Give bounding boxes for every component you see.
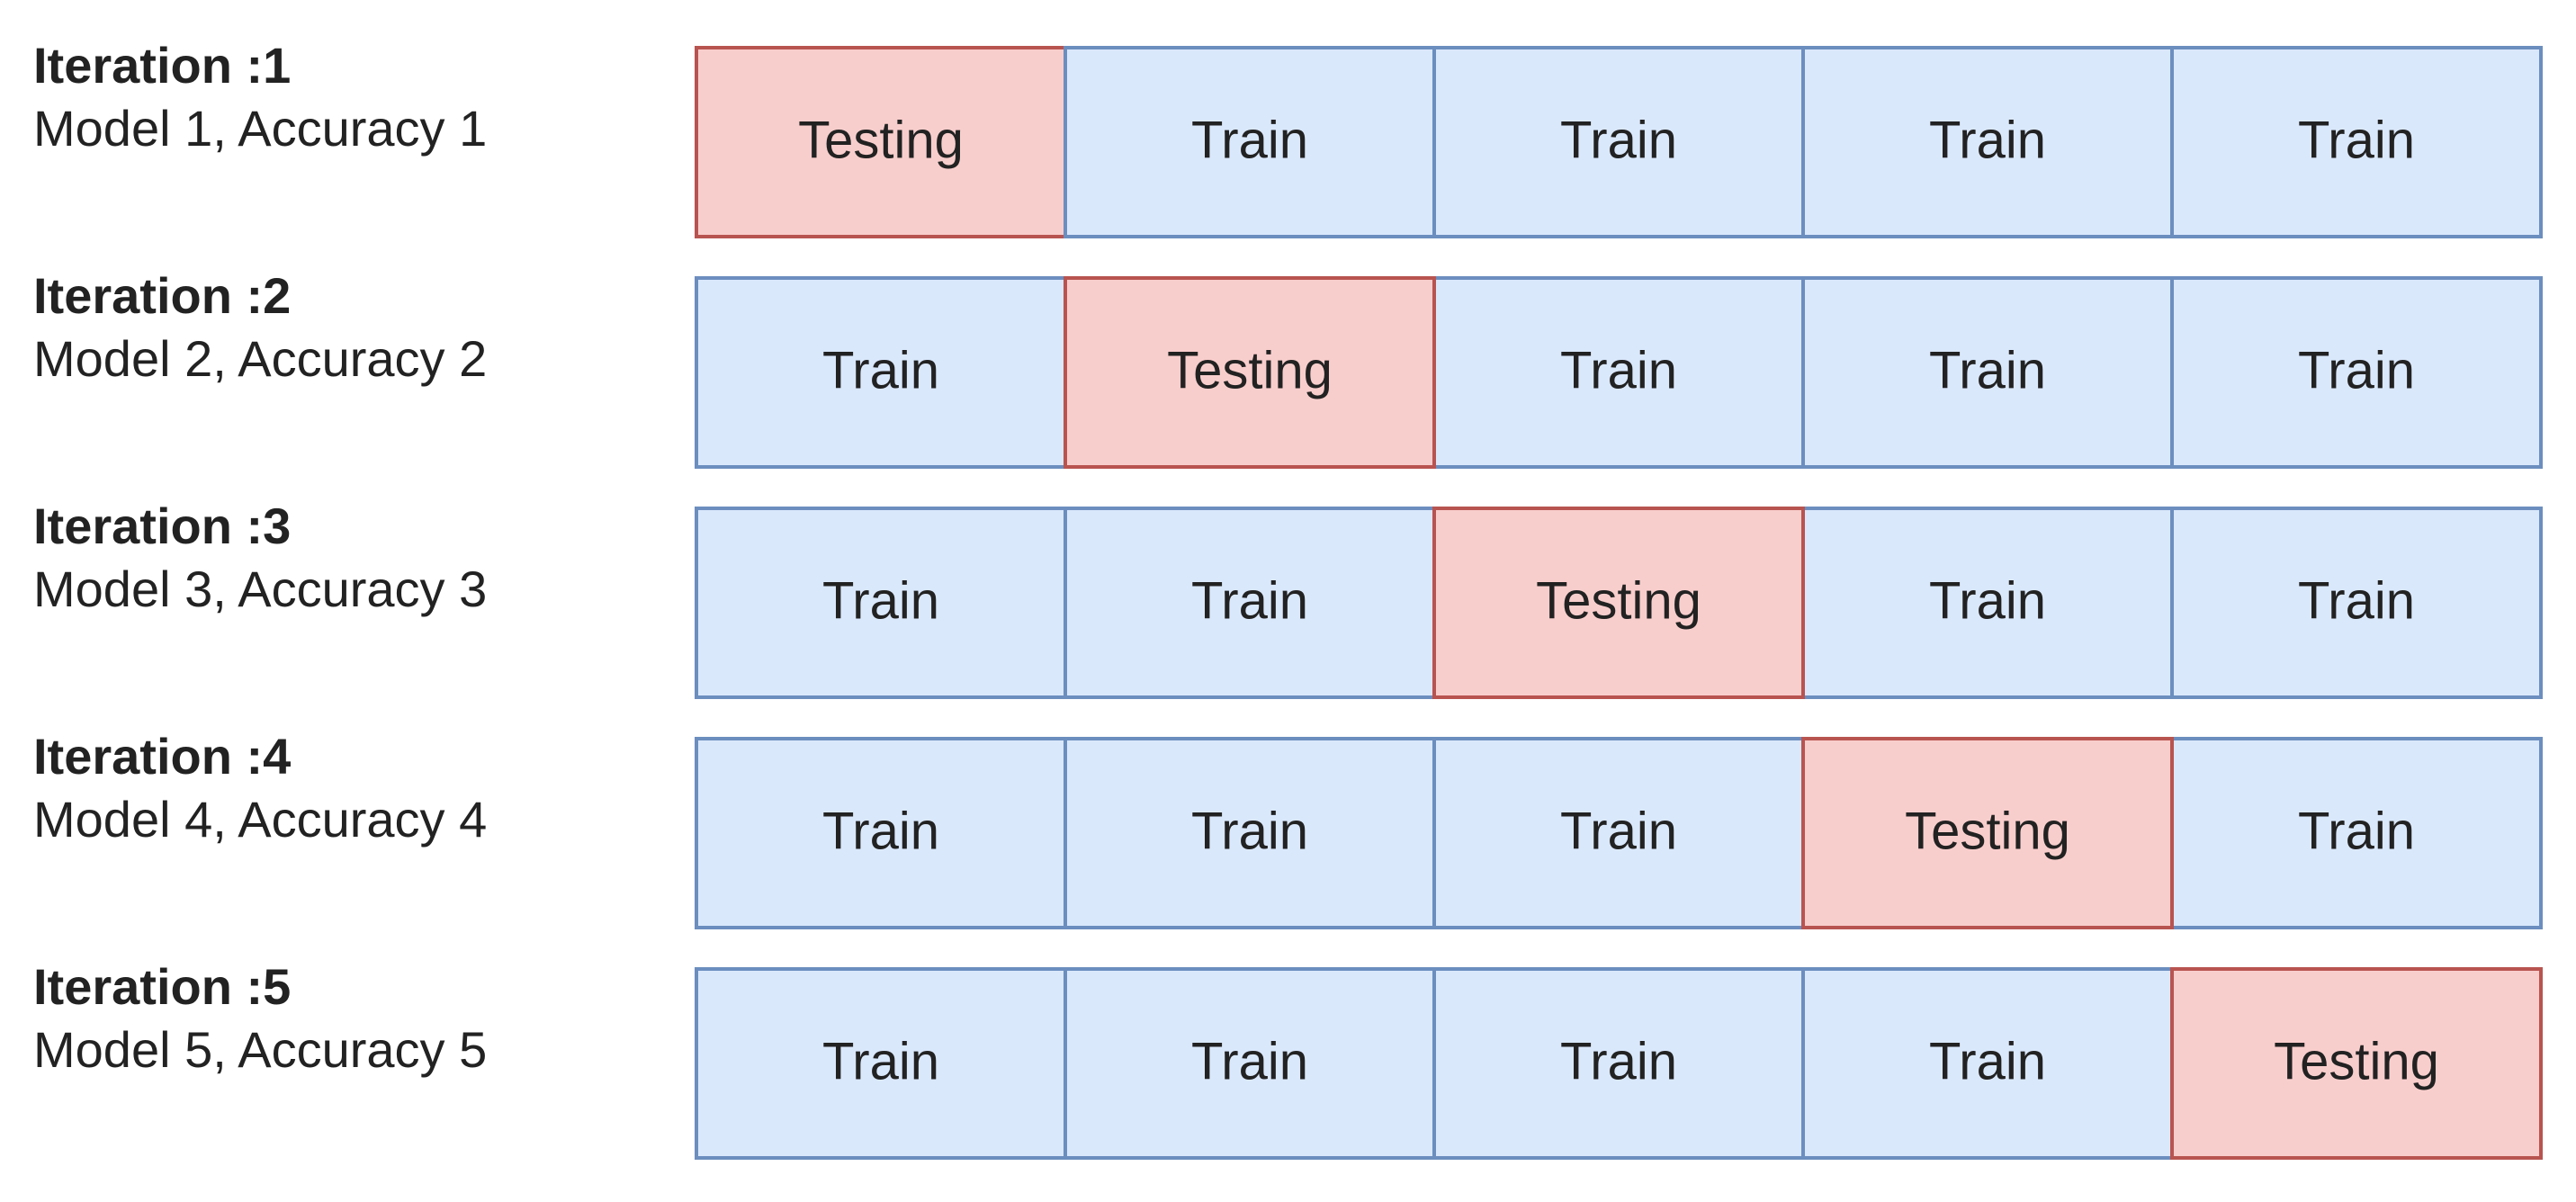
fold-box xyxy=(1432,46,1805,238)
fold-label: Train xyxy=(2298,571,2415,630)
fold-box xyxy=(695,967,1067,1160)
fold-cell: Train xyxy=(1432,46,1805,238)
fold-box xyxy=(1801,46,2174,238)
fold-label: Train xyxy=(822,341,939,399)
fold-box xyxy=(1801,276,2174,469)
fold-cell: Train xyxy=(2170,507,2543,699)
fold-label: Train xyxy=(2298,341,2415,399)
fold-box xyxy=(1432,276,1805,469)
fold-label: Testing xyxy=(798,111,964,169)
fold-box xyxy=(1064,737,1436,929)
fold-label: Train xyxy=(2298,111,2415,169)
fold-label: Train xyxy=(1191,111,1308,169)
fold-cell: Train xyxy=(1064,737,1436,929)
fold-box xyxy=(1432,737,1805,929)
fold-cell: Train xyxy=(2170,737,2543,929)
fold-box xyxy=(695,276,1067,469)
fold-box xyxy=(1064,276,1436,469)
fold-label: Train xyxy=(2298,802,2415,860)
fold-box xyxy=(2170,276,2543,469)
fold-box xyxy=(695,737,1067,929)
fold-label: Train xyxy=(1191,571,1308,630)
iteration-row: Iteration :4 Model 4, Accuracy 4 Train Trai… xyxy=(33,728,2543,929)
fold-label: Testing xyxy=(1167,341,1333,399)
fold-cell: Train xyxy=(695,507,1067,699)
fold-box xyxy=(1064,507,1436,699)
fold-label: Train xyxy=(1929,571,2046,630)
fold-box xyxy=(2170,967,2543,1160)
iteration-subtitle: Model 1, Accuracy 1 xyxy=(33,100,487,157)
fold-label: Train xyxy=(1191,802,1308,860)
fold-box xyxy=(1064,967,1436,1160)
fold-label: Train xyxy=(822,1032,939,1090)
fold-cell: Train xyxy=(695,967,1067,1160)
iteration-subtitle: Model 5, Accuracy 5 xyxy=(33,1021,487,1078)
fold-cell: Testing xyxy=(2170,967,2543,1160)
fold-cell: Train xyxy=(1064,507,1436,699)
iteration-subtitle: Model 2, Accuracy 2 xyxy=(33,330,487,387)
fold-label: Train xyxy=(1560,341,1677,399)
iteration-row: Iteration :1 Model 1, Accuracy 1 Testing Tr… xyxy=(33,37,2543,238)
fold-cell: Testing xyxy=(1432,507,1805,699)
fold-label: Testing xyxy=(1905,802,2070,860)
iteration-title: Iteration :4 xyxy=(33,728,291,785)
fold-label: Testing xyxy=(1536,571,1701,630)
fold-label: Train xyxy=(1929,1032,2046,1090)
fold-cell: Train xyxy=(1432,276,1805,469)
fold-label: Train xyxy=(1929,111,2046,169)
fold-box xyxy=(1801,507,2174,699)
iteration-title: Iteration :3 xyxy=(33,498,291,554)
fold-box xyxy=(695,46,1067,238)
fold-label: Train xyxy=(1560,111,1677,169)
iteration-title: Iteration :5 xyxy=(33,958,291,1015)
iteration-title: Iteration :1 xyxy=(33,37,291,94)
fold-cell: Train xyxy=(1801,967,2174,1160)
fold-label: Train xyxy=(822,802,939,860)
fold-cell: Train xyxy=(1064,46,1436,238)
fold-cell: Train xyxy=(1801,507,2174,699)
iteration-row: Iteration :5 Model 5, Accuracy 5 Train Trai… xyxy=(33,958,2543,1160)
fold-label: Train xyxy=(1929,341,2046,399)
fold-cell: Train xyxy=(1432,737,1805,929)
fold-box xyxy=(1432,507,1805,699)
iteration-row: Iteration :2 Model 2, Accuracy 2 Train Trai… xyxy=(33,267,2543,469)
fold-box xyxy=(1432,967,1805,1160)
fold-label: Train xyxy=(1560,1032,1677,1090)
fold-box xyxy=(2170,46,2543,238)
fold-cell: Train xyxy=(2170,46,2543,238)
iteration-title: Iteration :2 xyxy=(33,267,291,324)
fold-box xyxy=(1064,46,1436,238)
fold-box xyxy=(2170,737,2543,929)
fold-cell: Train xyxy=(2170,276,2543,469)
iteration-subtitle: Model 3, Accuracy 3 xyxy=(33,561,487,617)
fold-cell: Train xyxy=(695,276,1067,469)
fold-cell: Testing xyxy=(1801,737,2174,929)
fold-label: Train xyxy=(1191,1032,1308,1090)
iteration-row: Iteration :3 Model 3, Accuracy 3 Train Trai… xyxy=(33,498,2543,699)
fold-box xyxy=(2170,507,2543,699)
fold-cell: Train xyxy=(1432,967,1805,1160)
fold-cell: Train xyxy=(1801,46,2174,238)
fold-cell: Testing xyxy=(695,46,1067,238)
fold-cell: Testing xyxy=(1064,276,1436,469)
fold-label: Testing xyxy=(2274,1032,2439,1090)
fold-label: Train xyxy=(822,571,939,630)
fold-label: Train xyxy=(1560,802,1677,860)
iteration-subtitle: Model 4, Accuracy 4 xyxy=(33,791,487,848)
fold-cell: Train xyxy=(1064,967,1436,1160)
fold-box xyxy=(1801,737,2174,929)
fold-cell: Train xyxy=(695,737,1067,929)
fold-cell: Train xyxy=(1801,276,2174,469)
